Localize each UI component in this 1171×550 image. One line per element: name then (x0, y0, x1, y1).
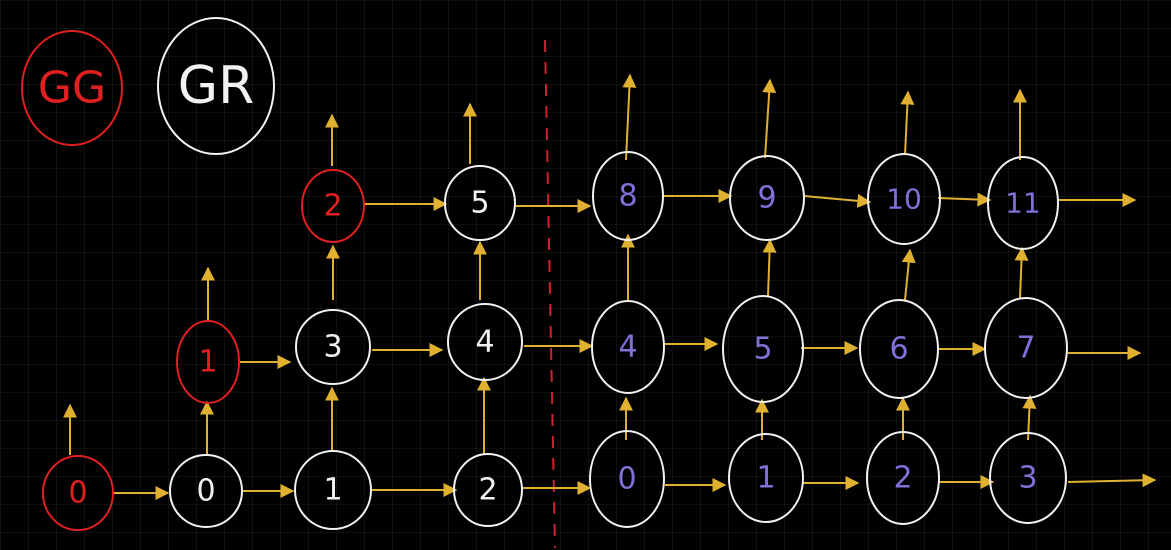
node-circle (301, 169, 365, 243)
node-label: 0 (196, 474, 215, 509)
node-label: 3 (1018, 461, 1037, 496)
node-circle (453, 453, 523, 527)
node-gr-purple: 10 (867, 153, 941, 245)
node-gr: 3 (295, 309, 371, 385)
node-circle (169, 454, 243, 528)
node-label: 9 (757, 181, 776, 216)
legend-gg-circle (21, 30, 123, 146)
nodes-layer: 0 1 2 0 1 2 3 4 (42, 151, 1068, 531)
legend-gr: GR (157, 17, 275, 155)
node-circle (294, 450, 372, 530)
node-circle (728, 433, 804, 523)
node-gr-purple: 7 (984, 297, 1068, 399)
node-circle (447, 303, 523, 381)
node-gg: 1 (176, 320, 240, 404)
node-label: 1 (323, 473, 342, 508)
node-gr: 1 (294, 450, 372, 530)
node-circle (989, 432, 1067, 524)
node-circle (589, 430, 665, 528)
node-label: 11 (1005, 187, 1041, 220)
edge-arrow (937, 192, 992, 207)
node-label: 0 (617, 462, 636, 497)
node-circle (722, 295, 804, 403)
edge-arrow (762, 78, 777, 159)
node-label: 2 (893, 461, 912, 496)
node-label: 5 (753, 332, 772, 367)
node-circle (591, 300, 665, 394)
node-gr-purple: 5 (722, 295, 804, 403)
node-gr-purple: 9 (729, 155, 805, 241)
edge-arrow (901, 248, 916, 301)
node-gr: 0 (169, 454, 243, 528)
node-circle (984, 297, 1068, 399)
node-circle (729, 155, 805, 241)
node-label: 8 (618, 179, 637, 214)
node-gr-purple: 1 (728, 433, 804, 523)
node-gr-purple: 2 (866, 431, 940, 525)
edge-arrow (622, 73, 637, 161)
legend-gg: GG (21, 30, 123, 146)
node-circle (295, 309, 371, 385)
node-label: 4 (618, 330, 637, 365)
node-gr: 2 (453, 453, 523, 527)
edge-arrow (1014, 246, 1029, 299)
node-label: 7 (1016, 331, 1035, 366)
node-label: 0 (68, 476, 87, 511)
edge-arrow (1067, 473, 1157, 488)
node-gr-purple: 11 (987, 156, 1059, 250)
divider-line (544, 39, 556, 549)
legend-gr-circle (157, 17, 275, 155)
node-label: 2 (323, 189, 342, 224)
node-label: 6 (889, 332, 908, 367)
node-gr-purple: 8 (592, 151, 664, 241)
legend-gr-label: GR (178, 56, 254, 116)
node-gg: 0 (42, 455, 114, 531)
node-gr: 5 (444, 165, 516, 241)
node-label: 4 (475, 325, 494, 360)
edge-arrow (900, 90, 915, 156)
node-gg: 2 (301, 169, 365, 243)
edge-arrow (762, 238, 777, 297)
node-label: 3 (323, 330, 342, 365)
node-gr-purple: 6 (859, 299, 939, 399)
node-gr-purple: 0 (589, 430, 665, 528)
node-label: 5 (470, 186, 489, 221)
legend-gg-label: GG (38, 63, 106, 114)
node-gr: 4 (447, 303, 523, 381)
node-circle (444, 165, 516, 241)
node-label: 1 (198, 345, 217, 380)
node-circle (859, 299, 939, 399)
node-label: 10 (886, 183, 922, 216)
arrows-layer (63, 73, 1157, 500)
node-label: 2 (478, 473, 497, 508)
node-circle (987, 156, 1059, 250)
node-label: 1 (756, 461, 775, 496)
node-circle (592, 151, 664, 241)
node-gr-purple: 3 (989, 432, 1067, 524)
node-circle (867, 153, 941, 245)
node-gr-purple: 4 (591, 300, 665, 394)
node-circle (866, 431, 940, 525)
edge-arrow (803, 193, 872, 208)
node-circle (176, 320, 240, 404)
node-circle (42, 455, 114, 531)
